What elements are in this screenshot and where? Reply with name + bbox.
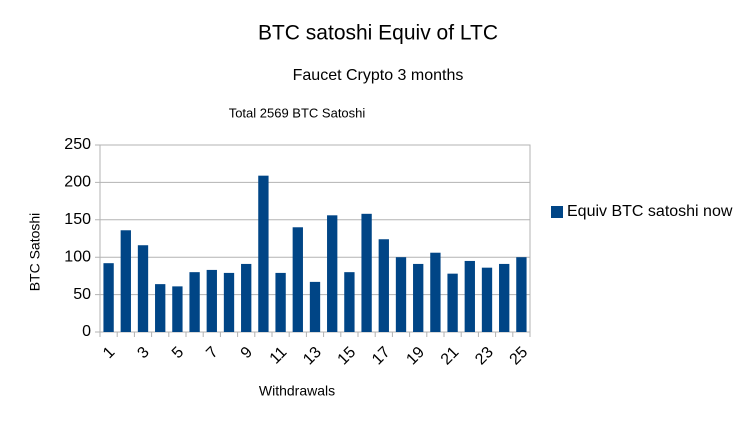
bar — [120, 230, 131, 332]
y-tick-label: 0 — [82, 323, 91, 340]
bar — [327, 215, 338, 332]
bar — [309, 281, 321, 332]
y-tick-label: 250 — [64, 136, 91, 153]
bar — [189, 272, 200, 332]
legend-label: Equiv BTC satoshi now — [567, 203, 733, 220]
bar — [361, 213, 372, 332]
bar — [223, 272, 235, 332]
bar — [103, 263, 114, 332]
bar — [378, 239, 389, 332]
bar — [206, 269, 217, 332]
y-tick-label: 100 — [64, 248, 91, 265]
bar — [413, 263, 424, 332]
y-axis-label: BTC Satoshi — [27, 213, 43, 292]
chart-subtitle: Faucet Crypto 3 months — [293, 67, 464, 84]
y-tick-label: 150 — [64, 211, 91, 228]
chart-title: BTC satoshi Equiv of LTC — [258, 22, 498, 45]
bar — [464, 260, 475, 332]
annotation: Total 2569 BTC Satoshi — [229, 105, 366, 120]
bar — [344, 272, 355, 332]
bar — [292, 227, 303, 332]
bar — [516, 257, 527, 332]
bar — [155, 284, 166, 332]
legend-swatch — [551, 206, 563, 218]
bar — [258, 175, 269, 332]
bar — [499, 263, 510, 332]
bar — [275, 272, 286, 332]
bar — [395, 257, 407, 332]
bar — [447, 273, 458, 332]
x-axis-label: Withdrawals — [259, 383, 335, 399]
bar — [241, 263, 252, 332]
bar — [481, 267, 493, 332]
y-tick-label: 200 — [64, 174, 91, 191]
y-tick-label: 50 — [73, 286, 91, 303]
bar — [430, 252, 441, 332]
bar — [137, 245, 149, 332]
bar — [172, 286, 183, 332]
